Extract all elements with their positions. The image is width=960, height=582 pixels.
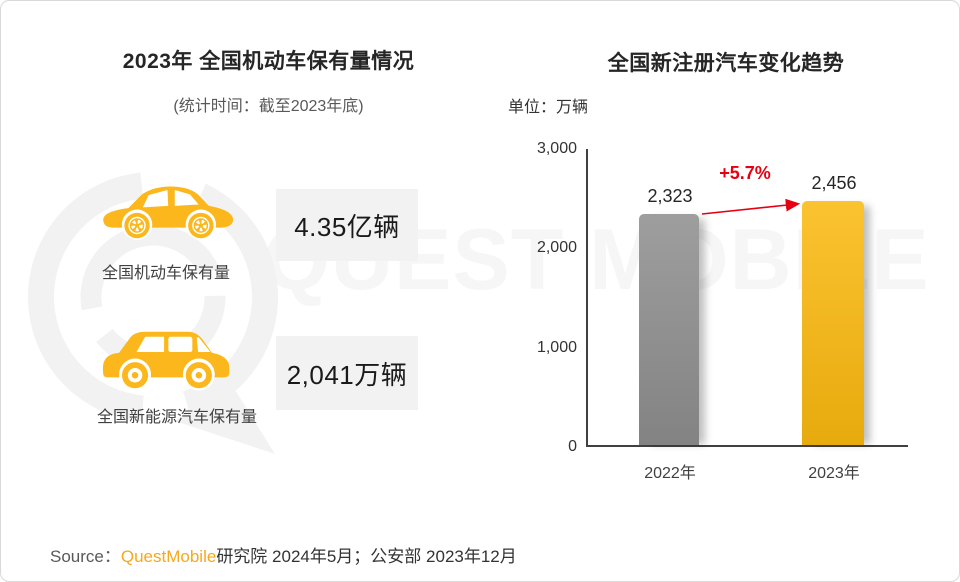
left-panel-subtitle: (统计时间：截至2023年底) <box>173 98 364 115</box>
plot-area: +5.7% 2,323 2022年 2,456 2023年 <box>586 149 908 482</box>
left-panel-title: 2023年 全国机动车保有量情况 <box>122 50 415 73</box>
nev-label: 全国新能源汽车保有量 <box>96 409 257 426</box>
source-brand: QuestMobile <box>120 547 217 566</box>
bar-2023年 <box>802 201 864 445</box>
chart-title: 全国新注册汽车变化趋势 <box>607 52 845 75</box>
questmobile-logo-watermark <box>27 172 278 454</box>
chart-unit-label: 单位：万辆 <box>508 99 589 116</box>
sedan-front-wheel <box>185 209 217 240</box>
growth-arrow <box>701 198 801 215</box>
y-axis-tick: 1,000 <box>536 338 577 356</box>
y-axis-tick: 0 <box>568 438 577 455</box>
suv-front-wheel <box>182 358 215 391</box>
motor-vehicle-total-value: 4.35亿辆 <box>276 189 418 261</box>
x-axis-label: 2023年 <box>808 465 860 482</box>
bar-value-label: 2,323 <box>647 186 693 206</box>
bar-2022年 <box>639 214 699 445</box>
sedan-car-icon <box>103 186 234 240</box>
x-axis-label: 2022年 <box>644 465 696 482</box>
source-prefix: Source： <box>50 547 121 566</box>
source-rest: 研究院 2024年5月；公安部 2023年12月 <box>216 547 517 566</box>
y-axis-tick: 3,000 <box>536 140 577 157</box>
bar-value-label: 2,456 <box>811 173 857 193</box>
nev-total-value: 2,041万辆 <box>276 336 418 410</box>
sedan-label: 全国机动车保有量 <box>101 265 230 282</box>
suv-rear-wheel <box>119 358 151 391</box>
growth-annotation: +5.7% <box>719 163 771 183</box>
sedan-rear-wheel <box>121 209 153 240</box>
y-axis-tick: 2,000 <box>536 239 577 257</box>
source-line: Source：QuestMobile研究院 2024年5月；公安部 2023年1… <box>50 542 517 567</box>
suv-car-icon <box>102 331 230 391</box>
y-axis-labels: 0 1,000 2,000 3,000 <box>499 140 577 455</box>
